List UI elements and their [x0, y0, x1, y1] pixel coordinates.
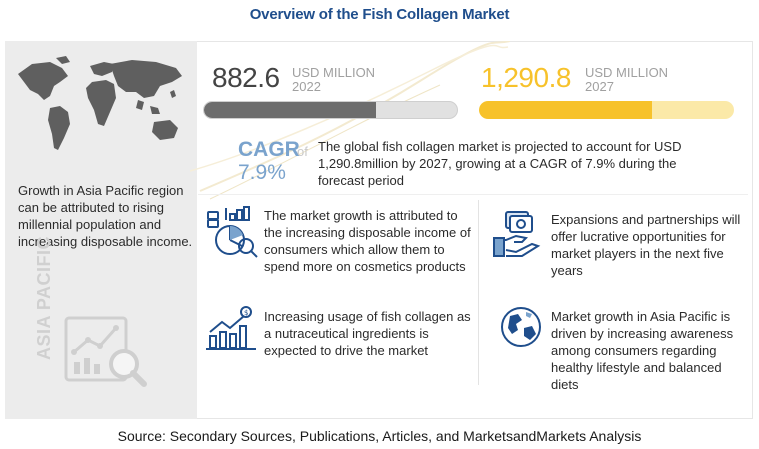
chart-magnifier-icon: [64, 316, 147, 387]
progress-bar-2027: [479, 101, 734, 119]
growth-bars-icon: $: [206, 306, 256, 350]
source-footnote: Source: Secondary Sources, Publications,…: [117, 428, 642, 444]
market-value-2022: 882.6: [212, 62, 280, 93]
cagr-label: CAGR: [238, 138, 300, 161]
market-summary: The global fish collagen market is proje…: [318, 139, 682, 188]
world-map-icon: [18, 56, 182, 150]
point-text-expansions: Expansions and partnerships will offer l…: [551, 212, 741, 278]
market-value-2027: 1,290.8: [481, 62, 571, 93]
unit-label-2022: USD MILLION: [292, 65, 376, 80]
asia-growth-text: Growth in Asia Pacific region can be att…: [18, 183, 193, 249]
vertical-divider: [478, 200, 479, 385]
progress-fill-2022: [204, 102, 377, 118]
progress-fill-2027: [479, 101, 653, 119]
point-text-asia-awareness: Market growth in Asia Pacific is driven …: [551, 309, 734, 392]
svg-text:$: $: [244, 309, 248, 317]
cagr-value: 7.9%: [238, 161, 286, 184]
cagr-of-label: of: [297, 144, 308, 159]
point-text-nutraceutical: Increasing usage of fish collagen as a n…: [264, 309, 471, 358]
year-label-2022: 2022: [292, 79, 321, 94]
point-text-disposable-income: The market growth is attributed to the i…: [264, 208, 471, 274]
year-label-2027: 2027: [585, 79, 614, 94]
hand-money-icon: [493, 211, 541, 257]
money-chart-icon: [207, 206, 258, 258]
decorative-swoosh: [190, 41, 510, 200]
horizontal-divider: [198, 194, 748, 195]
progress-bar-2022: [203, 101, 458, 119]
globe-icon: [501, 307, 541, 347]
page-title: Overview of the Fish Collagen Market: [249, 6, 510, 23]
unit-label-2027: USD MILLION: [585, 65, 669, 80]
